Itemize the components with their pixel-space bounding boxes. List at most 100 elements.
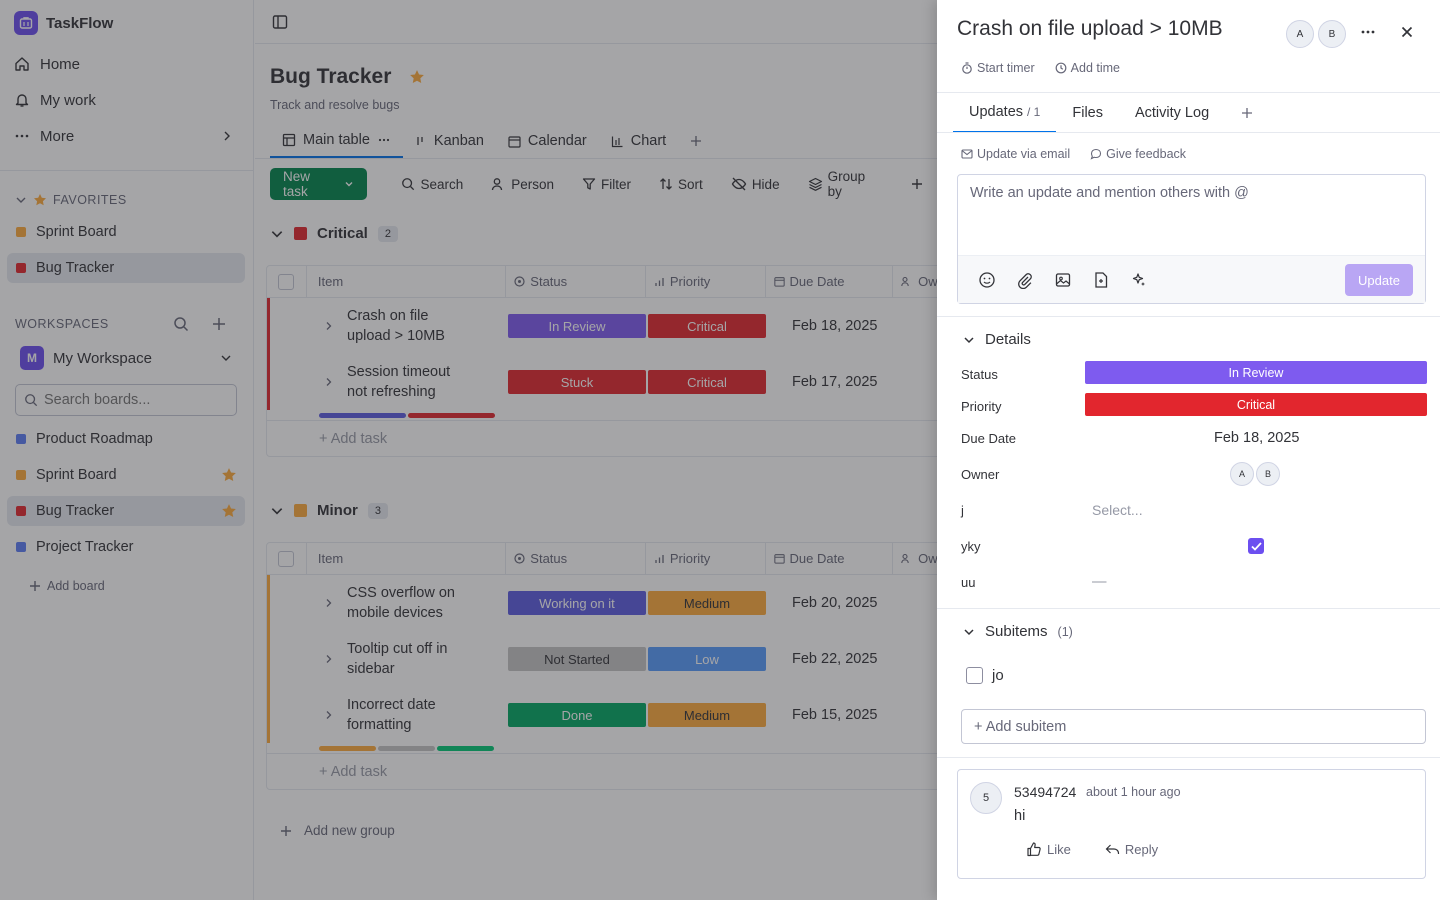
due-date-cell[interactable]: Feb 18, 2025 [792,318,878,334]
tab-chart[interactable]: Chart [599,124,678,158]
board-search-input[interactable] [44,392,224,408]
add-workspace-icon[interactable] [211,316,227,332]
like-button[interactable]: Like [1026,842,1071,857]
group-minor-header[interactable]: Minor 3 [270,502,388,519]
priority-cell[interactable]: Medium [647,575,767,631]
expand-chevron-icon[interactable] [325,377,333,387]
search-icon[interactable] [173,316,189,332]
priority-pill[interactable]: Medium [648,703,766,727]
search-button[interactable]: Search [387,168,477,200]
detail-j-select[interactable]: Select... [1092,502,1143,518]
due-date-cell[interactable]: Feb 22, 2025 [792,651,878,667]
priority-cell[interactable]: Low [647,631,767,687]
sort-button[interactable]: Sort [645,168,717,200]
close-icon[interactable] [1399,24,1415,40]
ai-sparkle-icon[interactable] [1130,271,1148,289]
update-button[interactable]: Update [1345,264,1413,296]
reply-button[interactable]: Reply [1105,842,1158,857]
detail-owner-avatars[interactable]: A B [1230,462,1280,486]
comment-author[interactable]: 53494724 [1014,784,1077,800]
app-brand[interactable]: TaskFlow [14,11,113,35]
priority-cell[interactable]: Critical [647,298,767,354]
priority-pill[interactable]: Critical [648,314,766,338]
item-cell[interactable]: Tooltip cut off in sidebar [307,631,507,687]
status-cell[interactable]: Not Started [507,631,647,687]
item-cell[interactable]: CSS overflow on mobile devices [307,575,507,631]
new-task-button[interactable]: New task [270,168,368,200]
board-search-field[interactable] [15,384,237,416]
column-owner[interactable]: Ow [893,543,940,575]
status-cell[interactable]: Working on it [507,575,647,631]
tab-activity-log[interactable]: Activity Log [1119,93,1225,133]
detail-status-pill[interactable]: In Review [1085,361,1427,384]
column-due-date[interactable]: Due Date [766,543,894,575]
star-icon[interactable] [409,69,425,85]
column-due-date[interactable]: Due Date [766,266,894,298]
detail-uu-value[interactable]: — [1092,574,1107,590]
select-all-checkbox[interactable] [278,273,295,290]
status-cell[interactable]: In Review [507,298,647,354]
subitem-row[interactable]: jo [966,667,1004,684]
emoji-icon[interactable] [978,271,996,289]
add-board-button[interactable]: Add board [29,579,105,593]
add-new-group-button[interactable]: Add new group [280,823,395,838]
subitems-section-header[interactable]: Subitems (1) [963,623,1073,640]
expand-chevron-icon[interactable] [325,598,333,608]
add-time-button[interactable]: Add time [1055,61,1120,75]
nav-my-work[interactable]: My work [14,87,96,113]
priority-cell[interactable]: Medium [647,687,767,743]
item-title[interactable]: Crash on file upload > 10MB [957,17,1223,40]
column-owner[interactable]: Ow [893,266,940,298]
sidebar-toggle-icon[interactable] [272,14,288,30]
workspace-selector[interactable]: M My Workspace [20,345,238,371]
sidebar-board-product-roadmap[interactable]: Product Roadmap [7,424,245,454]
column-item[interactable]: Item [307,266,507,298]
status-pill[interactable]: Done [508,703,646,727]
item-cell[interactable]: Crash on file upload > 10MB [307,298,507,354]
sidebar-board-bug-tracker[interactable]: Bug Tracker [7,496,245,526]
filter-button[interactable]: Filter [568,168,645,200]
item-avatars[interactable]: A B [1286,20,1346,48]
more-options-icon[interactable] [1360,24,1376,40]
table-row[interactable]: CSS overflow on mobile devices Working o… [267,575,940,631]
due-date-cell[interactable]: Feb 17, 2025 [792,374,878,390]
column-item[interactable]: Item [307,543,507,575]
subitem-label[interactable]: jo [992,667,1004,684]
status-pill[interactable]: In Review [508,314,646,338]
tab-calendar[interactable]: Calendar [496,124,599,158]
group-by-button[interactable]: Group by [794,168,895,200]
add-task-button[interactable]: + Add task [267,753,940,789]
subitem-checkbox[interactable] [966,667,983,684]
tab-kanban[interactable]: Kanban [403,124,496,158]
priority-pill[interactable]: Critical [648,370,766,394]
group-name[interactable]: Critical [317,225,368,242]
more-dots-icon[interactable] [377,133,391,147]
priority-pill[interactable]: Medium [648,591,766,615]
avatar[interactable]: B [1318,20,1346,48]
tab-updates[interactable]: Updates/ 1 [953,93,1057,133]
item-cell[interactable]: Session timeout not refreshing [307,354,507,410]
status-pill[interactable]: Stuck [508,370,646,394]
priority-pill[interactable]: Low [648,647,766,671]
detail-due-date-value[interactable]: Feb 18, 2025 [1214,430,1300,446]
column-status[interactable]: Status [506,266,646,298]
chevron-down-icon[interactable] [270,227,284,241]
group-name[interactable]: Minor [317,502,358,519]
sidebar-board-sprint-board[interactable]: Sprint Board [7,460,245,490]
chevron-down-icon[interactable] [270,504,284,518]
avatar[interactable]: B [1256,462,1280,486]
priority-cell[interactable]: Critical [647,354,767,410]
select-all-checkbox[interactable] [278,550,295,567]
status-pill[interactable]: Working on it [508,591,646,615]
table-row[interactable]: Incorrect date formatting Done Medium Fe… [267,687,940,743]
favorites-header[interactable]: FAVORITES [15,193,127,207]
avatar[interactable]: A [1286,20,1314,48]
tab-main-table[interactable]: Main table [270,124,403,158]
column-status[interactable]: Status [506,543,646,575]
table-row[interactable]: Tooltip cut off in sidebar Not Started L… [267,631,940,687]
nav-home[interactable]: Home [14,51,80,77]
give-feedback-link[interactable]: Give feedback [1090,147,1186,161]
attachment-icon[interactable] [1016,271,1034,289]
expand-chevron-icon[interactable] [325,710,333,720]
favorite-sprint-board[interactable]: Sprint Board [7,217,245,247]
